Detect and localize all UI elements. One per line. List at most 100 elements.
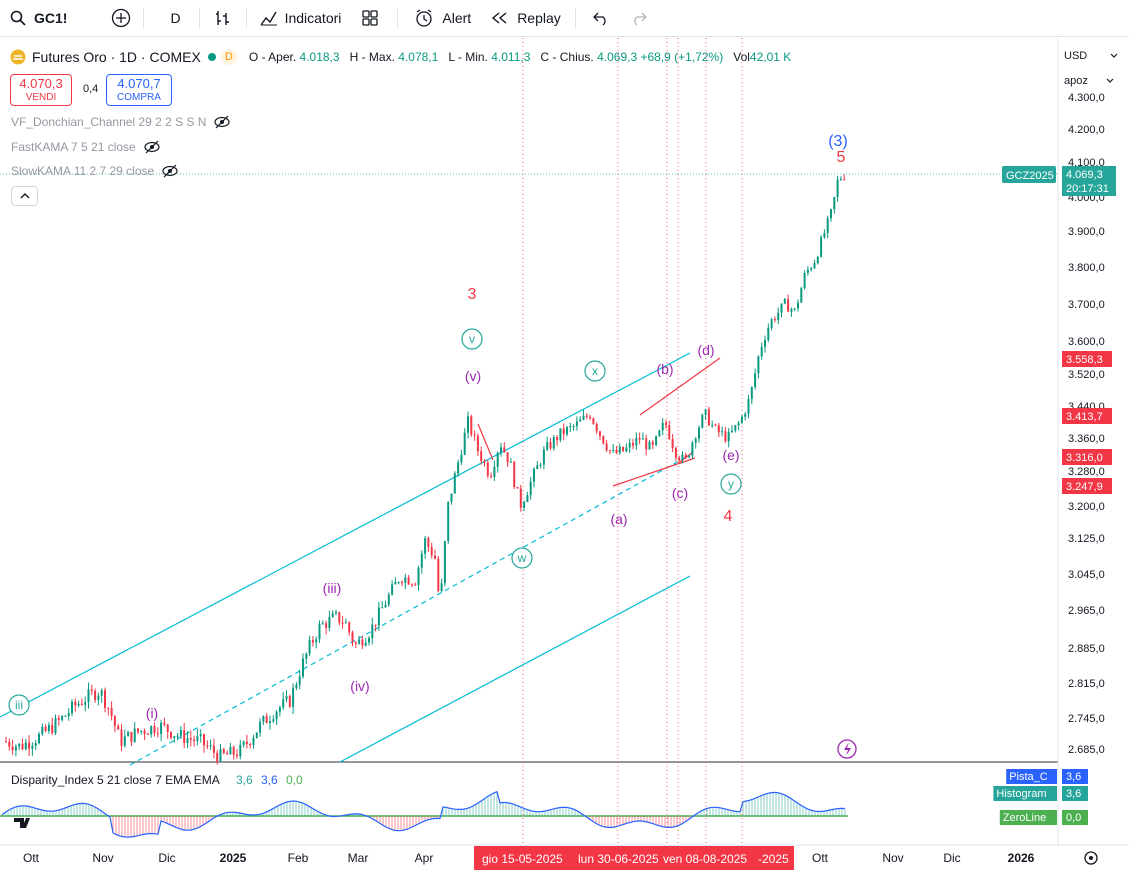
candle-body [57, 718, 60, 720]
candle-body [127, 731, 130, 737]
wave-label: (v) [465, 368, 481, 384]
compare-symbol-button[interactable] [111, 0, 131, 37]
candle-body [747, 399, 750, 414]
buy-button[interactable]: 4.070,7 COMPRA [106, 74, 172, 106]
chevron-down-icon [1110, 53, 1118, 58]
candle-body [483, 461, 486, 463]
candle-body [430, 546, 433, 556]
candle-body [189, 738, 192, 740]
undo-button[interactable] [592, 0, 610, 37]
bars-chart-icon [215, 11, 229, 25]
trend-line [612, 457, 696, 487]
candle-body [493, 466, 496, 477]
oscillator-value: 0,0 [286, 773, 303, 787]
interval-button[interactable]: D [170, 0, 180, 37]
candle-body [371, 624, 374, 639]
candle-body [592, 418, 595, 424]
time-axis-label: Mar [348, 851, 369, 865]
candle-body [552, 437, 555, 449]
candle-body [467, 416, 469, 433]
alert-button[interactable]: Alert [414, 0, 471, 37]
candle-body [407, 577, 410, 585]
redo-button[interactable] [630, 0, 648, 37]
candle-body [427, 538, 430, 547]
scale-mode-select[interactable]: apoz [1064, 75, 1114, 87]
candle-body [107, 707, 110, 709]
candle-body [242, 741, 245, 745]
indicator-donchian[interactable]: VF_Donchian_Channel 29 2 2 S S N [11, 115, 231, 129]
currency-select[interactable]: USD [1064, 50, 1118, 62]
candle-body [638, 437, 641, 440]
indicators-button[interactable]: Indicatori [259, 0, 341, 37]
candle-body [539, 464, 542, 466]
countdown-timer: 20:17:31 [1066, 183, 1109, 195]
candle-body [711, 424, 714, 426]
symbol-name: GC1! [34, 10, 68, 26]
hidden-eye-icon[interactable] [162, 164, 178, 178]
time-axis-label: Feb [288, 851, 309, 865]
candle-body [473, 434, 476, 436]
candle-body [219, 749, 222, 762]
candle-body [820, 237, 823, 257]
candle-body [113, 715, 116, 726]
candle-body [470, 416, 473, 435]
candle-body [632, 442, 634, 446]
candle-body [361, 639, 364, 646]
wave-label: x [592, 364, 598, 378]
candle-body [500, 447, 502, 453]
layouts-button[interactable] [361, 0, 379, 37]
time-axis-label: 2025 [220, 851, 247, 865]
candle-body [684, 454, 687, 458]
collapse-legend-button[interactable] [11, 186, 38, 206]
candle-body [275, 711, 278, 720]
candle-body [351, 632, 354, 643]
candle-body [173, 736, 176, 738]
indicator-fastkama[interactable]: FastKAMA 7 5 21 close [11, 140, 160, 154]
candle-body [104, 690, 106, 708]
candle-body [64, 715, 67, 717]
replay-button[interactable]: Replay [491, 0, 561, 37]
candle-body [199, 734, 202, 737]
candle-body [757, 356, 760, 374]
symbol-search[interactable]: GC1! [0, 0, 77, 37]
wave-label: (iv) [350, 678, 369, 694]
time-highlight-label: lun 30-06-2025 [578, 852, 659, 866]
candle-body [780, 303, 783, 313]
disparity-line [1, 790, 846, 838]
channel-lower-line [339, 575, 691, 763]
chart-type-button[interactable] [214, 0, 232, 37]
separator [198, 8, 200, 28]
price-tick-label: 2.965,0 [1068, 605, 1105, 617]
candle-body [737, 422, 740, 426]
sell-button[interactable]: 4.070,3 VENDI [10, 74, 72, 106]
price-tick-label: 3.045,0 [1068, 569, 1105, 581]
hidden-eye-icon[interactable] [144, 140, 160, 154]
candle-body [160, 722, 163, 734]
hidden-eye-icon[interactable] [214, 115, 231, 129]
candle-body [229, 746, 232, 755]
indicator-slowkama[interactable]: SlowKAMA 11 2 7 29 close [11, 164, 178, 178]
candle-body [358, 639, 361, 644]
candle-body [285, 696, 288, 700]
candle-body [843, 179, 846, 181]
candle-body [823, 232, 826, 238]
candle-body [401, 582, 403, 584]
candle-body [734, 425, 737, 431]
candle-body [750, 387, 753, 400]
candle-body [585, 415, 588, 417]
candle-body [579, 419, 582, 422]
price-tag-value: 3.558,3 [1066, 354, 1103, 366]
candle-body [790, 309, 793, 312]
candle-body [655, 436, 658, 446]
wave-label: (i) [146, 705, 158, 721]
wave-label: 5 [837, 149, 846, 166]
contract-label-tag [1002, 166, 1056, 183]
candle-body [562, 428, 565, 435]
candle-body [170, 731, 172, 738]
candle-body [143, 730, 146, 734]
candle-body [777, 312, 780, 321]
candle-body [549, 442, 552, 449]
wave-label: 3 [468, 286, 477, 303]
price-tick-label: 3.125,0 [1068, 533, 1105, 545]
